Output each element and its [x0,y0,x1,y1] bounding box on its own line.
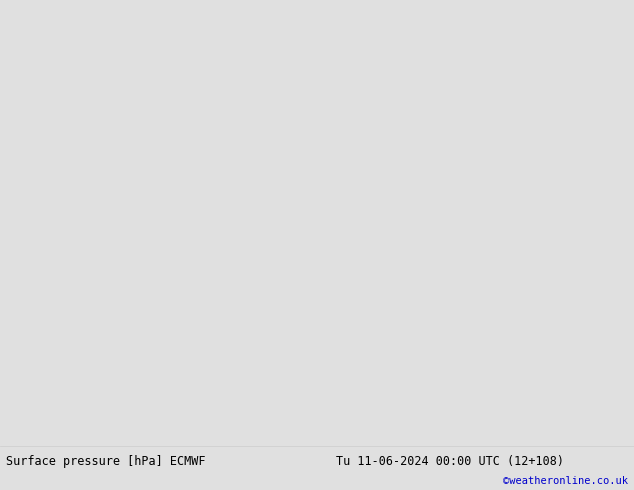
Text: Surface pressure [hPa] ECMWF: Surface pressure [hPa] ECMWF [6,455,206,468]
Text: ©weatheronline.co.uk: ©weatheronline.co.uk [503,476,628,486]
Text: Tu 11-06-2024 00:00 UTC (12+108): Tu 11-06-2024 00:00 UTC (12+108) [336,455,564,468]
